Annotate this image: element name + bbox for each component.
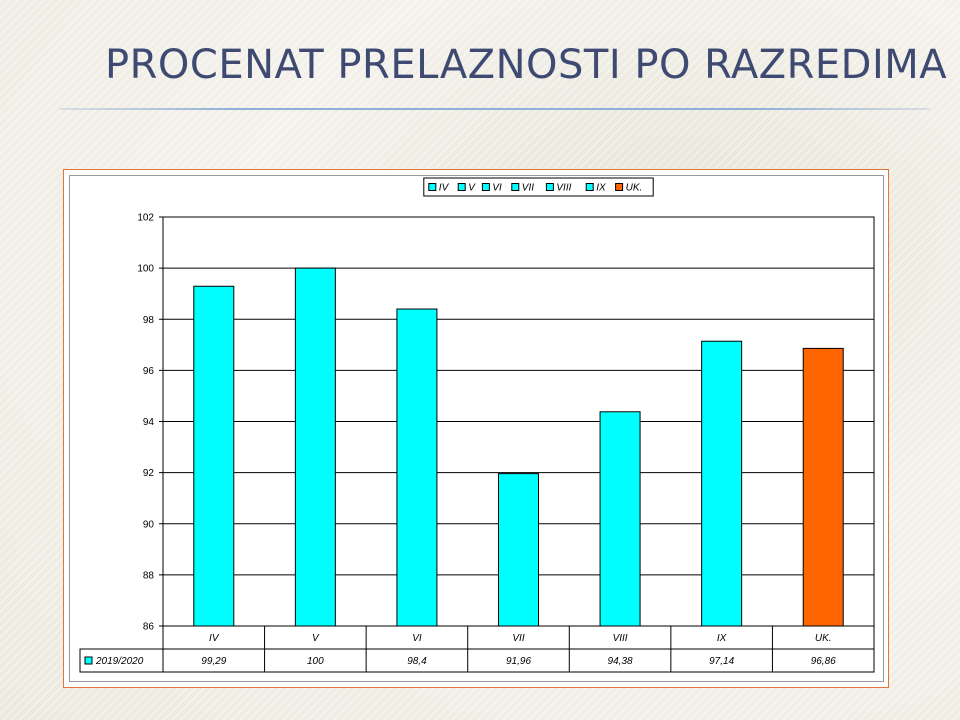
legend-entry-viii: VIII: [556, 183, 571, 194]
bar-iv: [193, 285, 235, 627]
legend-swatch: [481, 183, 490, 191]
legend-swatch: [428, 183, 437, 191]
bar-ix: [701, 340, 743, 627]
data-label: 91,96: [506, 656, 531, 667]
slide-title: PROCENAT PRELAZNOSTI PO RAZREDIMA: [105, 42, 948, 88]
data-label: 94,38: [608, 656, 633, 667]
bar-uk: [802, 347, 844, 627]
bar-vii: [498, 473, 539, 627]
legend-entry-vi: VI: [492, 183, 502, 194]
legend-entry-vii: VII: [522, 183, 534, 194]
y-tick-label: 96: [143, 366, 155, 377]
legend-swatch: [457, 183, 466, 191]
legend: [423, 177, 654, 197]
bar-viii: [599, 411, 641, 627]
bar-vi: [396, 308, 438, 627]
y-tick-label: 88: [143, 570, 155, 581]
legend-swatch: [511, 183, 520, 191]
bar-chart: 86889092949698100102IV99,29V100VI98,4VII…: [79, 177, 875, 673]
y-tick-label: 102: [137, 213, 154, 224]
data-label: 97,14: [709, 656, 734, 667]
table-value-row: [79, 648, 875, 673]
chart-area: 86 88 90 92 94 96 98 100 102 IV 99,29 V 100 VI 98,4 VII…: [69, 175, 884, 682]
legend-entry-uk: UK.: [626, 183, 643, 194]
data-label: 98,4: [407, 656, 427, 667]
category-label: IX: [717, 633, 727, 644]
category-label: IV: [209, 633, 220, 644]
y-tick-label: 100: [137, 264, 154, 275]
category-label: VIII: [613, 633, 628, 644]
data-label: 99,29: [201, 656, 226, 667]
category-label: VI: [412, 633, 422, 644]
bar-v: [294, 267, 336, 627]
y-tick-label: 98: [143, 315, 155, 326]
data-label: 100: [307, 656, 324, 667]
legend-swatch: [615, 183, 624, 191]
title-divider: [60, 108, 930, 110]
category-label: UK.: [815, 633, 832, 644]
legend-swatch: [585, 183, 594, 191]
series-key-swatch: [84, 656, 93, 665]
data-label: 96,86: [811, 656, 836, 667]
legend-entry-ix: IX: [596, 183, 606, 194]
category-label: VII: [512, 633, 524, 644]
y-tick-label: 94: [143, 417, 155, 428]
y-tick-label: 86: [143, 622, 155, 633]
series-name: 2019/2020: [95, 656, 144, 667]
legend-entry-v: V: [468, 183, 476, 194]
legend-entry-iv: IV: [439, 183, 450, 194]
category-label: V: [312, 633, 320, 644]
y-tick-label: 92: [143, 468, 155, 479]
y-tick-label: 90: [143, 519, 155, 530]
legend-swatch: [545, 183, 554, 191]
